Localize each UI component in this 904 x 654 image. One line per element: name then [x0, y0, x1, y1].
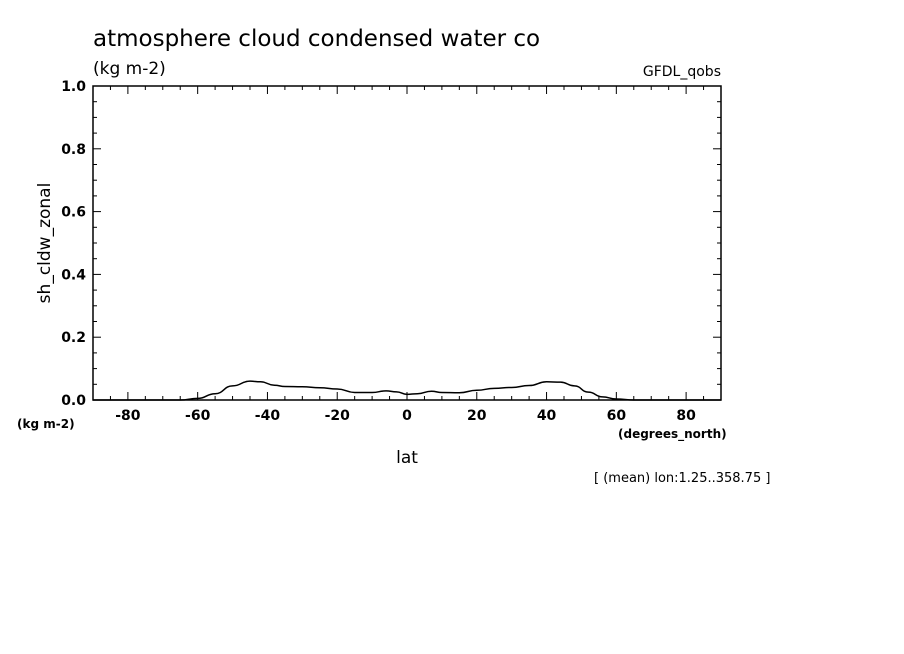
x-tick-label: 80 [676, 408, 696, 424]
x-tick-label: -20 [325, 408, 351, 424]
y-tick-label: 1.0 [61, 79, 86, 95]
x-tick-label: -40 [255, 408, 281, 424]
x-axis-label: lat [396, 448, 418, 468]
source-tag: GFDL_qobs [643, 64, 721, 80]
x-tick-label: 20 [467, 408, 487, 424]
y-tick-label: 0.0 [61, 393, 86, 409]
chart-title: atmosphere cloud condensed water co [93, 26, 540, 52]
y-tick-label: 0.4 [61, 267, 86, 283]
series-line [93, 380, 721, 401]
x-axis: -80 -60 -40 -20 0 20 40 60 80 [92, 86, 722, 424]
y-axis-units: (kg m-2) [17, 417, 75, 431]
x-tick-label: 0 [402, 408, 412, 424]
x-axis-units: (degrees_north) [618, 427, 727, 442]
y-axis: 0.0 0.2 0.4 0.6 0.8 1.0 [61, 79, 721, 409]
plot-frame [92, 85, 722, 401]
y-tick-label: 0.2 [61, 330, 86, 346]
averaging-note: [ (mean) lon:1.25..358.75 ] [594, 471, 770, 486]
y-tick-label: 0.6 [61, 205, 86, 221]
x-tick-label: 40 [537, 408, 557, 424]
y-tick-label: 0.8 [61, 142, 86, 158]
x-tick-label: -80 [115, 408, 141, 424]
x-tick-label: -60 [185, 408, 211, 424]
y-axis-label: sh_cldw_zonal [35, 183, 55, 304]
chart-units: (kg m-2) [93, 59, 166, 79]
x-tick-label: 60 [607, 408, 627, 424]
